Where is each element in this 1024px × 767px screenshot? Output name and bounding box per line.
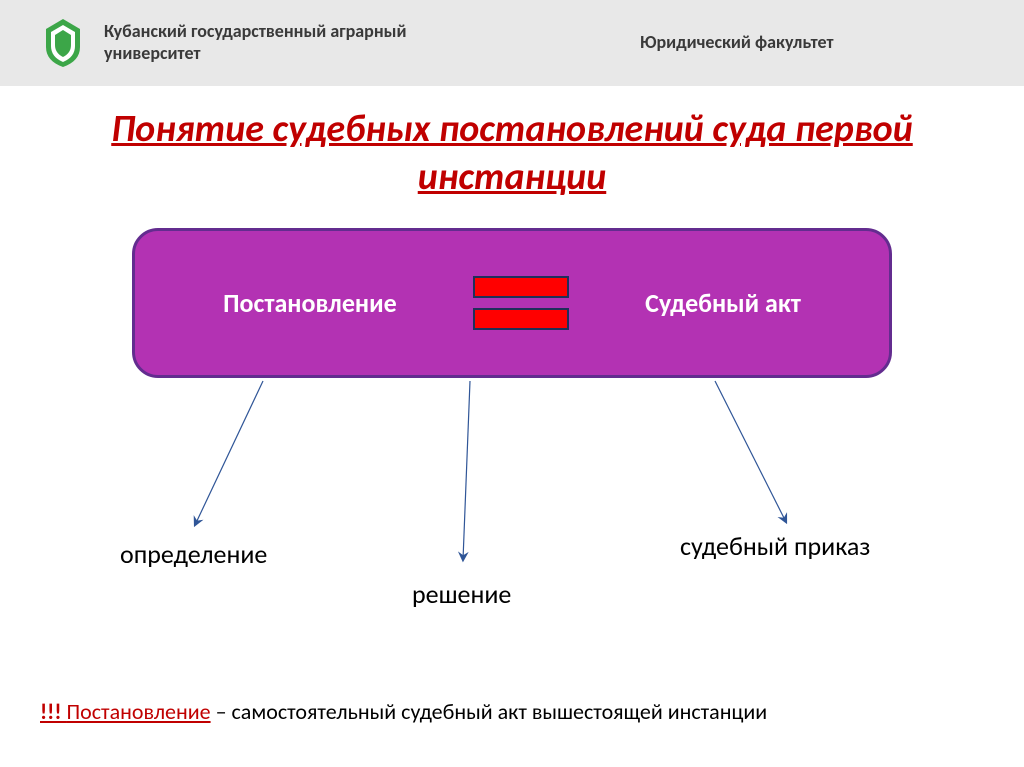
box-right-label: Судебный акт [645,287,801,319]
box-left-label: Постановление [223,287,397,319]
equals-bar [473,276,569,298]
leaf-label: определение [120,538,267,570]
leaf-label: судебный приказ [680,530,870,562]
leaf-label: решение [412,578,511,610]
equals-bar [473,308,569,330]
footer-note: !!! Постановление – самостоятельный суде… [40,698,767,725]
arrow [195,381,263,525]
header-bar: Кубанский государственный аграрный униве… [0,0,1024,86]
university-name: Кубанский государственный аграрный униве… [104,21,424,64]
footer-rest: – самостоятельный судебный акт вышестоящ… [211,698,768,725]
equals-icon [473,276,569,330]
arrow [463,381,470,560]
footer-exclaim: !!! [40,698,66,725]
slide-title: Понятие судебных постановлений суда перв… [0,106,1024,201]
faculty-name: Юридический факультет [640,32,834,54]
arrow [715,381,786,522]
footer-term: Постановление [66,698,210,725]
main-concept-box: Постановление Судебный акт [132,228,892,378]
university-logo-icon [40,17,86,69]
